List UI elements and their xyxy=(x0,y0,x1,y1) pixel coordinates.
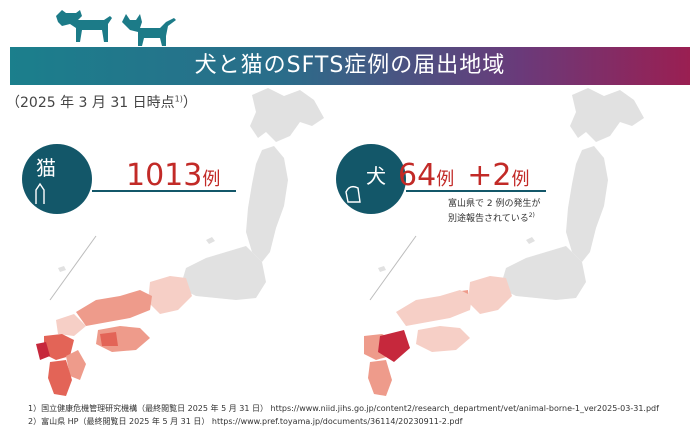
reference-1: 1）国立健康危機管理研究機構（最終閲覧日 2025 年 5 月 31 日） ht… xyxy=(28,404,659,413)
reference-2: 2）富山県 HP（最終閲覧日 2025 年 5 月 31 日） https://… xyxy=(28,417,463,426)
dog-map-kyushu-south xyxy=(368,360,392,396)
cat-map-nagasaki xyxy=(36,342,50,360)
cat-map-sado xyxy=(206,237,215,244)
cat-badge: 猫 xyxy=(22,144,92,214)
cat-map-okinawa xyxy=(58,266,66,272)
dog-map-okinawa xyxy=(378,266,386,272)
dog-map-sado xyxy=(526,237,535,244)
page-title: 犬と猫のSFTS症例の届出地域 xyxy=(194,53,506,78)
cat-count: 1013例 xyxy=(126,158,220,193)
dog-map-chugoku xyxy=(396,290,472,326)
cat-map-hokkaido xyxy=(250,88,324,142)
toyama-note-text: 別途報告されている xyxy=(448,214,529,224)
dog-map-tohoku xyxy=(566,146,608,262)
toyama-note-line2: 別途報告されている2) xyxy=(448,210,540,225)
dog-map xyxy=(364,88,644,396)
dog-cat-silhouette-icon xyxy=(56,10,176,46)
dog-label: 犬 xyxy=(366,164,386,188)
title-banner: 犬と猫のSFTS症例の届出地域 xyxy=(10,47,690,85)
dog-map-hokkaido xyxy=(570,88,644,142)
cat-map-kyushu-south xyxy=(48,360,72,396)
cat-count-number: 1013 xyxy=(126,158,203,193)
cat-map-chubu xyxy=(180,246,266,300)
dog-count-unit: 例 xyxy=(436,169,455,190)
date-note-mark: 1) xyxy=(174,94,183,104)
cat-map-chugoku-west xyxy=(56,314,86,336)
date-prefix: （2025 年 3 月 31 日時点 xyxy=(6,95,175,111)
references: 1）国立健康危機管理研究機構（最終閲覧日 2025 年 5 月 31 日） ht… xyxy=(28,402,659,428)
dog-underline xyxy=(406,190,546,192)
as-of-date: （2025 年 3 月 31 日時点1)） xyxy=(6,92,197,112)
cat-underline xyxy=(92,190,236,192)
cat-map-kyushu-east xyxy=(66,350,86,380)
cat-map-tohoku xyxy=(246,146,288,262)
cat-map-okinawa-line xyxy=(49,235,97,301)
dog-badge: 犬 xyxy=(336,144,406,214)
dog-map-kinki xyxy=(468,276,512,314)
toyama-note-mark: 2) xyxy=(528,212,535,219)
cat-outline-icon xyxy=(35,182,45,204)
dog-extra-unit: 例 xyxy=(511,169,530,190)
cat-label: 猫 xyxy=(36,156,56,180)
cat-map-kyushu-north xyxy=(44,334,74,360)
cat-map-kinki xyxy=(148,276,192,314)
dog-map-okinawa-line xyxy=(369,235,417,301)
cat-map-shikoku-hot xyxy=(100,332,118,346)
toyama-note-line1: 富山県で 2 例の発生が xyxy=(448,199,541,209)
dog-count-number: 64 xyxy=(398,158,437,193)
dog-outline-icon xyxy=(345,185,361,203)
dog-map-chubu xyxy=(500,246,586,300)
dog-map-shikoku xyxy=(416,326,470,352)
dog-extra-number: +2 xyxy=(467,158,512,193)
dog-count: 64例 +2例 xyxy=(398,158,530,193)
dog-map-oita xyxy=(378,330,410,362)
cat-map-chugoku xyxy=(76,290,152,326)
date-suffix: ） xyxy=(182,95,197,111)
toyama-note: 富山県で 2 例の発生が 別途報告されている2) xyxy=(448,198,540,225)
cat-count-unit: 例 xyxy=(202,169,221,190)
cat-map xyxy=(36,88,324,396)
